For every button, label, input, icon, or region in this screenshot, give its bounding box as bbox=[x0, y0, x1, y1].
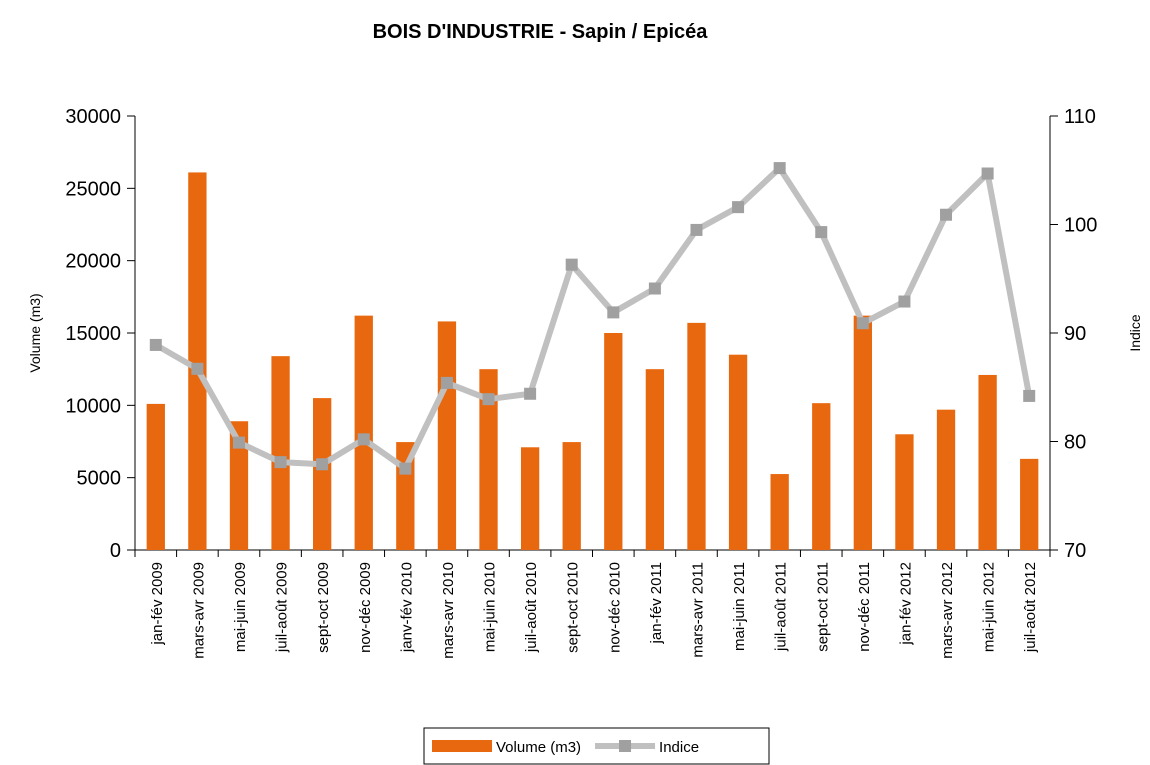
bar bbox=[520, 447, 540, 550]
line-marker bbox=[690, 223, 703, 236]
y2-tick-label: 90 bbox=[1064, 323, 1086, 345]
bar bbox=[895, 434, 914, 550]
x-tick-label: nov-déc 2010 bbox=[606, 562, 623, 653]
x-tick-label: jan-fév 2011 bbox=[648, 562, 665, 644]
x-tick-label: juil-août 2009 bbox=[274, 562, 291, 653]
y2-tick-label: 100 bbox=[1064, 215, 1097, 237]
x-tick-label: sept-oct 2010 bbox=[565, 562, 582, 653]
line-marker bbox=[482, 393, 495, 406]
bar bbox=[437, 321, 457, 550]
legend-label: Volume (m3) bbox=[496, 739, 581, 756]
x-tick-label: mars-avr 2012 bbox=[939, 562, 956, 659]
bar bbox=[479, 369, 498, 550]
line-marker bbox=[607, 306, 620, 319]
x-tick-label: mars-avr 2011 bbox=[689, 562, 706, 658]
bar bbox=[229, 421, 249, 550]
y-tick-label: 10000 bbox=[65, 395, 121, 417]
bar bbox=[1020, 458, 1039, 550]
bar bbox=[271, 356, 290, 550]
line-marker bbox=[357, 433, 370, 446]
bar bbox=[728, 354, 748, 550]
line-marker bbox=[316, 458, 329, 471]
chart-title: BOIS D'INDUSTRIE - Sapin / Epicéa bbox=[373, 21, 709, 43]
x-tick-label: juil-août 2010 bbox=[523, 562, 540, 653]
line-marker bbox=[1023, 389, 1036, 402]
y-tick-label: 0 bbox=[110, 540, 121, 562]
line-marker bbox=[191, 362, 204, 375]
x-tick-label: janv-fév 2010 bbox=[398, 562, 415, 653]
bar bbox=[313, 398, 332, 550]
x-tick-label: sept-oct 2011 bbox=[814, 562, 831, 652]
bar bbox=[812, 403, 831, 550]
legend-box bbox=[423, 727, 770, 765]
bar bbox=[645, 369, 665, 550]
bar bbox=[188, 172, 207, 551]
y-tick-label: 15000 bbox=[65, 323, 121, 345]
x-tick-label: mai-juin 2011 bbox=[731, 562, 748, 651]
x-tick-label: juil-août 2011 bbox=[773, 562, 790, 652]
x-tick-label: sept-oct 2009 bbox=[315, 562, 332, 653]
bar bbox=[936, 409, 956, 550]
line-marker bbox=[524, 387, 537, 400]
bar bbox=[604, 333, 623, 550]
x-tick-label: mars-avr 2010 bbox=[440, 562, 457, 659]
y2-tick-label: 70 bbox=[1064, 540, 1086, 562]
x-tick-label: nov-déc 2009 bbox=[357, 562, 374, 653]
x-tick-label: mars-avr 2009 bbox=[190, 562, 207, 659]
y2-tick-label: 80 bbox=[1064, 432, 1086, 454]
legend-swatch bbox=[432, 740, 492, 752]
bar bbox=[562, 442, 581, 550]
bar bbox=[978, 374, 997, 550]
line-marker bbox=[856, 317, 869, 330]
y-tick-label: 30000 bbox=[65, 106, 121, 128]
line-marker bbox=[440, 376, 453, 389]
bar bbox=[354, 315, 373, 550]
x-tick-label: nov-déc 2011 bbox=[856, 562, 873, 652]
y-axis-label: Volume (m3) bbox=[27, 293, 43, 372]
line-marker bbox=[981, 167, 994, 180]
bar bbox=[770, 474, 789, 550]
x-tick-label: jan-fév 2009 bbox=[149, 562, 166, 646]
legend-label: Indice bbox=[659, 739, 699, 756]
x-tick-label: jan-fév 2012 bbox=[897, 562, 914, 646]
line-marker bbox=[773, 162, 786, 175]
x-tick-label: mai-juin 2012 bbox=[981, 562, 998, 652]
legend-marker bbox=[619, 740, 632, 752]
bar bbox=[687, 322, 706, 550]
line-marker bbox=[732, 201, 745, 214]
bar bbox=[146, 403, 165, 550]
line-marker bbox=[274, 456, 287, 469]
bar bbox=[853, 315, 872, 550]
x-tick-label: mai-juin 2010 bbox=[482, 562, 499, 652]
line-marker bbox=[149, 338, 162, 351]
y-tick-label: 5000 bbox=[77, 468, 122, 490]
line-marker bbox=[940, 208, 953, 221]
line-marker bbox=[898, 295, 911, 308]
line-marker bbox=[232, 436, 245, 449]
x-tick-label: juil-août 2012 bbox=[1022, 562, 1039, 653]
line-marker bbox=[565, 258, 578, 271]
y2-axis-label: Indice bbox=[1127, 314, 1143, 352]
line-marker bbox=[399, 462, 412, 475]
y2-tick-label: 110 bbox=[1064, 106, 1096, 128]
line-marker bbox=[648, 282, 661, 295]
line-marker bbox=[815, 226, 828, 239]
y-tick-label: 20000 bbox=[65, 251, 121, 273]
line bbox=[154, 165, 1033, 472]
y-tick-label: 25000 bbox=[65, 178, 121, 200]
x-tick-label: mai-juin 2009 bbox=[232, 562, 249, 652]
